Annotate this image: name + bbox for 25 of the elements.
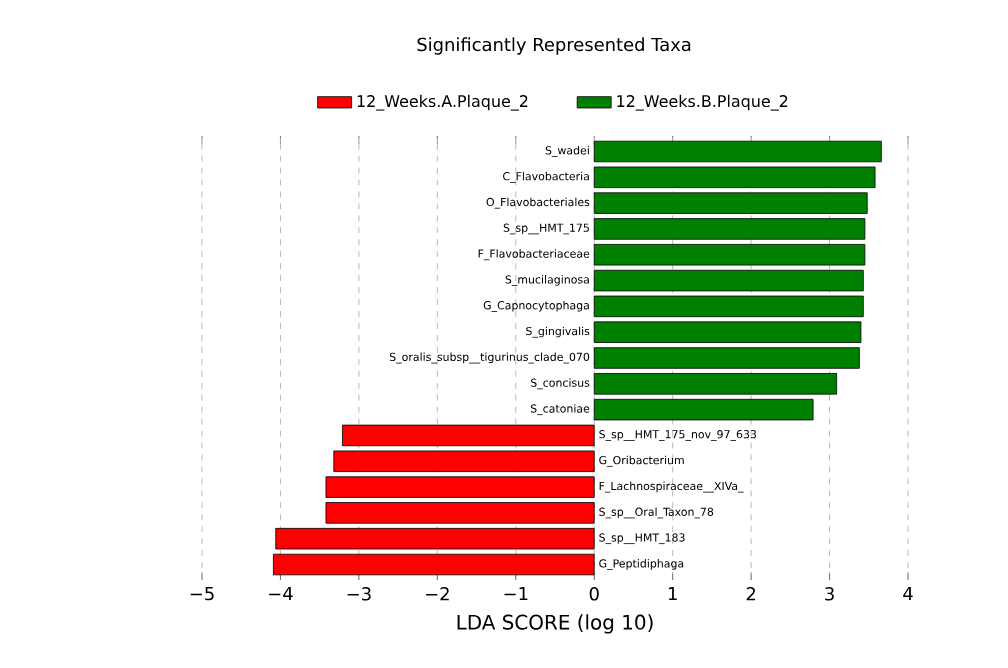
bar <box>593 347 860 369</box>
x-tick-label: −5 <box>190 587 214 601</box>
bar <box>593 140 882 163</box>
x-tick-label: 3 <box>825 587 834 601</box>
bar <box>272 553 595 576</box>
x-tick-label: −4 <box>269 587 293 601</box>
bar <box>593 244 866 266</box>
x-tick-label: 1 <box>668 587 677 601</box>
bar <box>325 476 595 498</box>
bar <box>593 218 866 240</box>
x-tick-label: 2 <box>746 587 756 601</box>
x-tick-label: 0 <box>589 587 599 601</box>
x-tick-label: 4 <box>903 587 913 601</box>
bar <box>593 321 862 343</box>
bar <box>333 450 595 472</box>
bar <box>593 166 876 189</box>
bar <box>275 527 595 550</box>
chart-title: Significantly Represented Taxa <box>417 37 691 55</box>
bar <box>325 502 595 524</box>
x-axis-title: LDA SCORE (log 10) <box>457 614 653 634</box>
bar <box>593 192 868 214</box>
bar <box>593 373 838 395</box>
x-tick-label: −1 <box>504 587 528 601</box>
x-tick-label: −2 <box>426 587 449 601</box>
x-tick-label: −3 <box>347 587 371 601</box>
